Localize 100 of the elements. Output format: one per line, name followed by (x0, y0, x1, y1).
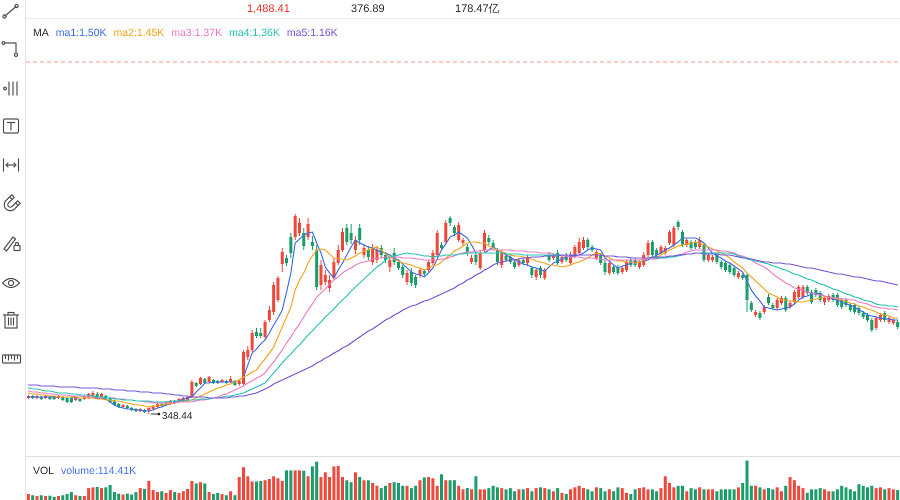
candlestick (487, 234, 490, 246)
bar (522, 489, 525, 500)
text: 1,488.41 (247, 3, 290, 15)
bar (599, 488, 602, 500)
bar (556, 488, 560, 500)
bar (56, 496, 60, 500)
text: 178.47亿 (455, 3, 500, 15)
bar (642, 487, 646, 500)
text: ma5:1.16K (286, 27, 338, 39)
bar (70, 492, 73, 500)
bar (870, 486, 874, 500)
bar (594, 487, 598, 500)
bar (892, 489, 895, 500)
candlestick (534, 268, 538, 280)
bar (650, 489, 654, 500)
bar (362, 480, 366, 500)
bar (762, 489, 766, 500)
candlestick (478, 250, 482, 270)
candlestick (414, 274, 418, 288)
bar (336, 466, 340, 500)
bar (672, 487, 676, 500)
bar (104, 487, 108, 500)
bar (474, 476, 478, 500)
bar (143, 488, 146, 500)
bar (788, 477, 792, 500)
candlestick (190, 380, 194, 398)
bar (461, 489, 465, 500)
bar (543, 488, 546, 500)
bar (508, 488, 512, 500)
candlestick (285, 254, 288, 266)
bar (715, 491, 718, 500)
bar (350, 482, 353, 500)
candlestick (530, 266, 534, 278)
candlestick (345, 224, 348, 246)
bar (878, 487, 882, 500)
bar (358, 477, 362, 500)
bar (31, 495, 34, 500)
text: 376.89 (351, 3, 385, 15)
bar (827, 491, 830, 500)
candlestick (259, 328, 262, 338)
candlestick (724, 260, 728, 272)
bar (810, 489, 814, 500)
bar (306, 476, 310, 500)
bar (44, 496, 48, 500)
bar (134, 492, 138, 500)
series-label: volume:114.41K (61, 465, 136, 477)
candlestick (750, 300, 753, 312)
bar (410, 488, 413, 500)
bar (538, 487, 542, 500)
bar (216, 492, 220, 500)
bar (504, 489, 508, 500)
bar (513, 491, 516, 500)
candlestick (646, 240, 650, 258)
bar (203, 483, 206, 500)
candlestick (250, 330, 254, 352)
bar (414, 486, 418, 500)
bar (736, 487, 740, 500)
candlestick (388, 258, 392, 272)
bar (862, 486, 865, 500)
candlestick (767, 294, 770, 306)
candlestick (444, 220, 448, 244)
bar (392, 482, 396, 500)
bar (422, 477, 426, 500)
candlestick (310, 236, 314, 250)
bar (444, 480, 448, 500)
text: ma1:1.50K (56, 27, 107, 39)
candlestick (350, 224, 353, 244)
bar (66, 494, 69, 500)
bar (470, 489, 474, 500)
bar (496, 487, 499, 500)
bar (552, 491, 555, 500)
bar (517, 489, 520, 500)
bar (573, 487, 576, 500)
bar (534, 488, 538, 500)
bar (724, 489, 728, 500)
bar (406, 486, 409, 500)
bar (48, 496, 52, 500)
candlestick (474, 252, 478, 266)
candlestick (728, 262, 732, 274)
bar (229, 491, 232, 500)
bar (680, 486, 684, 500)
bar (440, 474, 443, 500)
bar (690, 488, 693, 500)
bar (268, 479, 271, 500)
candlestick (672, 226, 676, 248)
bar (285, 470, 288, 500)
bar (548, 489, 551, 500)
bar (198, 482, 202, 500)
bar (487, 488, 490, 500)
bar (147, 481, 150, 500)
bar (720, 489, 723, 500)
bar (294, 470, 297, 500)
candlestick (608, 260, 611, 276)
bar (840, 486, 844, 500)
bar (492, 486, 495, 500)
bar (91, 487, 94, 500)
bar (401, 486, 404, 500)
bar (130, 494, 134, 500)
bar (616, 487, 620, 500)
bar (96, 486, 99, 500)
